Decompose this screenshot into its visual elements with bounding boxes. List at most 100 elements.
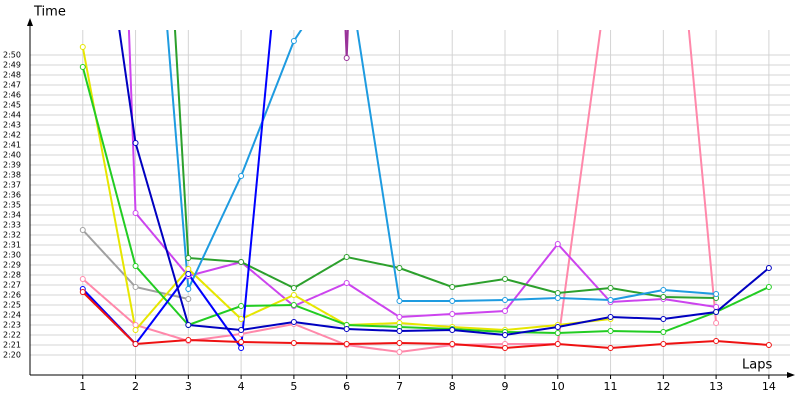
point xyxy=(79,227,86,233)
point xyxy=(502,308,508,314)
point xyxy=(396,349,403,355)
point xyxy=(238,345,245,351)
point xyxy=(132,341,139,347)
y-tick-label: 2:30 xyxy=(3,251,21,260)
point xyxy=(343,55,350,61)
point xyxy=(607,345,614,351)
point xyxy=(449,327,456,333)
point xyxy=(554,241,561,247)
point xyxy=(660,287,667,293)
point xyxy=(185,271,192,277)
point xyxy=(79,276,86,282)
point xyxy=(79,64,86,70)
point xyxy=(554,330,561,336)
point xyxy=(607,285,614,291)
point xyxy=(343,280,350,286)
point xyxy=(238,303,245,309)
point xyxy=(290,319,297,325)
y-tick-label: 2:29 xyxy=(3,261,21,270)
point xyxy=(238,327,245,333)
point xyxy=(607,297,614,303)
x-tick-label: 3 xyxy=(185,380,192,393)
series-line xyxy=(118,30,770,337)
x-axis-label: Laps xyxy=(742,358,772,373)
point xyxy=(238,173,245,179)
point xyxy=(660,294,667,300)
y-tick-label: 2:41 xyxy=(3,141,21,150)
point xyxy=(238,339,245,345)
x-tick-label: 14 xyxy=(762,380,776,393)
point xyxy=(290,302,297,308)
point xyxy=(290,38,297,44)
point xyxy=(343,254,350,260)
point xyxy=(765,342,772,348)
point xyxy=(185,337,192,343)
y-arrow xyxy=(27,18,33,26)
y-tick-label: 2:48 xyxy=(3,71,21,80)
point xyxy=(396,265,403,271)
y-tick-label: 2:45 xyxy=(3,101,21,110)
point xyxy=(713,338,720,344)
x-tick-label: 13 xyxy=(709,380,723,393)
y-tick-label: 2:39 xyxy=(3,161,21,170)
x-tick-label: 12 xyxy=(656,380,670,393)
point xyxy=(502,297,508,303)
y-tick-label: 2:50 xyxy=(3,51,21,60)
y-axis-label: Time xyxy=(33,5,66,20)
point xyxy=(660,329,667,335)
y-tick-label: 2:28 xyxy=(3,271,21,280)
point xyxy=(238,259,245,265)
point xyxy=(554,324,561,330)
point xyxy=(502,332,508,338)
x-tick-label: 4 xyxy=(238,380,245,393)
y-tick-label: 2:25 xyxy=(3,301,21,310)
y-tick-label: 2:22 xyxy=(3,331,21,340)
plot-area xyxy=(79,30,772,355)
point xyxy=(185,322,192,328)
point xyxy=(290,285,297,291)
point xyxy=(132,210,139,216)
point xyxy=(449,311,456,317)
point xyxy=(660,341,667,347)
y-tick-label: 2:46 xyxy=(3,91,21,100)
point xyxy=(185,266,192,272)
point xyxy=(396,298,403,304)
x-tick-label: 9 xyxy=(502,380,509,393)
point xyxy=(713,304,720,310)
point xyxy=(343,326,350,332)
point xyxy=(396,314,403,320)
y-tick-label: 2:35 xyxy=(3,201,21,210)
y-tick-label: 2:23 xyxy=(3,321,21,330)
y-tick-label: 2:33 xyxy=(3,221,21,230)
y-tick-label: 2:31 xyxy=(3,241,21,250)
x-tick-label: 5 xyxy=(290,380,297,393)
y-tick-label: 2:37 xyxy=(3,181,21,190)
point xyxy=(132,284,139,290)
point xyxy=(449,341,456,347)
y-tick-label: 2:20 xyxy=(3,351,21,360)
point xyxy=(765,284,772,290)
point xyxy=(713,309,720,315)
x-tick-label: 7 xyxy=(396,380,403,393)
point xyxy=(449,298,456,304)
point xyxy=(660,316,667,322)
y-tick-label: 2:27 xyxy=(3,281,21,290)
point xyxy=(554,341,561,347)
y-tick-label: 2:24 xyxy=(3,311,21,320)
x-tick-label: 11 xyxy=(604,380,618,393)
y-tick-label: 2:36 xyxy=(3,191,21,200)
point xyxy=(290,340,297,346)
point xyxy=(502,276,508,282)
point xyxy=(554,295,561,301)
y-tick-label: 2:42 xyxy=(3,131,21,140)
y-tick-label: 2:38 xyxy=(3,171,21,180)
point xyxy=(185,286,192,292)
x-tick-label: 8 xyxy=(449,380,456,393)
y-tick-label: 2:44 xyxy=(3,111,21,120)
x-tick-label: 10 xyxy=(551,380,565,393)
point xyxy=(343,341,350,347)
y-tick-label: 2:26 xyxy=(3,291,21,300)
point xyxy=(132,322,139,328)
